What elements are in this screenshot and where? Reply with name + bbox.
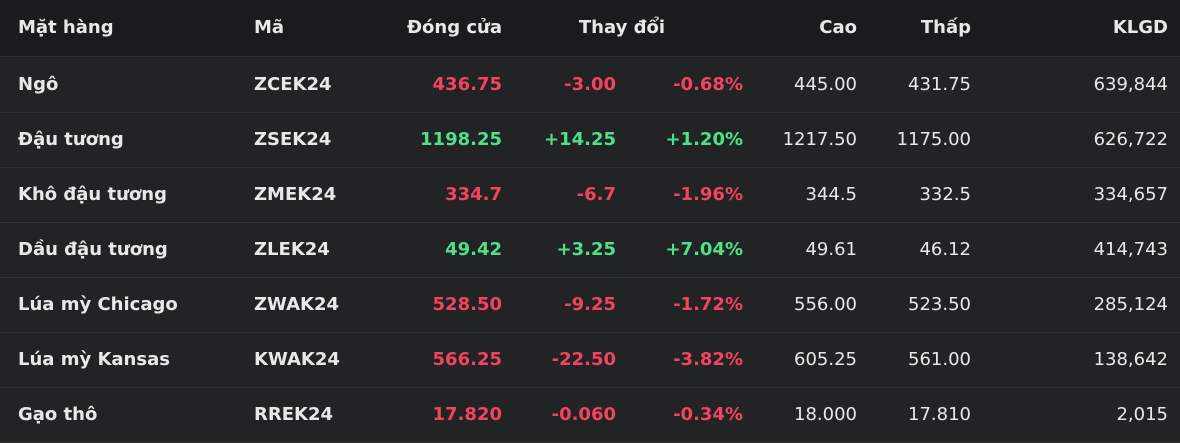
high: 1217.50 — [782, 129, 857, 150]
low: 332.5 — [919, 184, 971, 205]
close-price: 436.75 — [432, 74, 502, 95]
change-percent: +7.04% — [665, 239, 743, 260]
column-header: Mặt hàng — [18, 17, 114, 38]
commodity-name: Dầu đậu tương — [18, 239, 168, 260]
change: -9.25 — [564, 294, 616, 315]
volume: 334,657 — [1093, 184, 1168, 205]
change: -3.00 — [564, 74, 616, 95]
commodity-name: Đậu tương — [18, 129, 124, 150]
low: 1175.00 — [896, 129, 971, 150]
low: 431.75 — [908, 74, 971, 95]
column-header: Thấp — [920, 17, 971, 38]
close-price: 528.50 — [432, 294, 502, 315]
symbol: ZMEK24 — [254, 184, 337, 205]
symbol: ZCEK24 — [254, 74, 332, 95]
symbol: ZSEK24 — [254, 129, 332, 150]
table-row: Khô đậu tương ZMEK24 334.7 -6.7 -1.96% 344.5 3… — [0, 167, 1180, 223]
table-row: Gạo thô RREK24 17.820 -0.060 -0.34% 18.000 17.… — [0, 387, 1180, 443]
table-row: Lúa mỳ Kansas KWAK24 566.25 -22.50 -3.82% 605… — [0, 332, 1180, 388]
commodity-name: Gạo thô — [18, 404, 98, 425]
close-price: 334.7 — [445, 184, 502, 205]
table-row: Ngô ZCEK24 436.75 -3.00 -0.68% 445.00 431.75 63… — [0, 57, 1180, 113]
volume: 285,124 — [1093, 294, 1168, 315]
column-header: Mã — [254, 17, 285, 38]
change: -0.060 — [551, 404, 616, 425]
low: 561.00 — [908, 349, 971, 370]
symbol: RREK24 — [254, 404, 334, 425]
table-row: Lúa mỳ Chicago ZWAK24 528.50 -9.25 -1.72% 556… — [0, 277, 1180, 333]
column-header: Đóng cửa — [406, 17, 502, 38]
close-price: 566.25 — [432, 349, 502, 370]
table-row: Đậu tương ZSEK24 1198.25 +14.25 +1.20% 1217.5… — [0, 112, 1180, 168]
column-header: Cao — [819, 17, 857, 38]
change-percent: -3.82% — [673, 349, 743, 370]
close-price: 49.42 — [445, 239, 502, 260]
change-percent: -0.34% — [673, 404, 743, 425]
close-price: 17.820 — [432, 404, 502, 425]
commodity-name: Khô đậu tương — [18, 184, 167, 205]
change-percent: -0.68% — [673, 74, 743, 95]
change: -6.7 — [576, 184, 616, 205]
change: +3.25 — [556, 239, 617, 260]
high: 445.00 — [794, 74, 857, 95]
high: 18.000 — [794, 404, 857, 425]
symbol: ZWAK24 — [254, 294, 340, 315]
volume: 626,722 — [1093, 129, 1168, 150]
column-header: Thay đổi — [578, 17, 665, 38]
change-percent: -1.96% — [673, 184, 743, 205]
high: 556.00 — [794, 294, 857, 315]
volume: 414,743 — [1093, 239, 1168, 260]
volume: 639,844 — [1093, 74, 1168, 95]
change: +14.25 — [543, 129, 616, 150]
high: 344.5 — [805, 184, 857, 205]
volume: 138,642 — [1093, 349, 1168, 370]
high: 605.25 — [794, 349, 857, 370]
table-row: Dầu đậu tương ZLEK24 49.42 +3.25 +7.04% 49.61… — [0, 222, 1180, 278]
low: 46.12 — [919, 239, 971, 260]
change-percent: -1.72% — [673, 294, 743, 315]
header-row: Mặt hàng Mã Đóng cửa Thay đổi Cao Thấp KLGD — [0, 0, 1180, 57]
low: 523.50 — [908, 294, 971, 315]
commodity-name: Lúa mỳ Chicago — [18, 294, 178, 315]
column-header: KLGD — [1112, 17, 1168, 38]
close-price: 1198.25 — [420, 129, 502, 150]
volume: 2,015 — [1116, 404, 1168, 425]
commodity-name: Ngô — [18, 74, 59, 95]
symbol: ZLEK24 — [254, 239, 330, 260]
high: 49.61 — [805, 239, 857, 260]
symbol: KWAK24 — [254, 349, 340, 370]
commodity-name: Lúa mỳ Kansas — [18, 349, 170, 370]
change-percent: +1.20% — [665, 129, 743, 150]
low: 17.810 — [908, 404, 971, 425]
change: -22.50 — [551, 349, 616, 370]
